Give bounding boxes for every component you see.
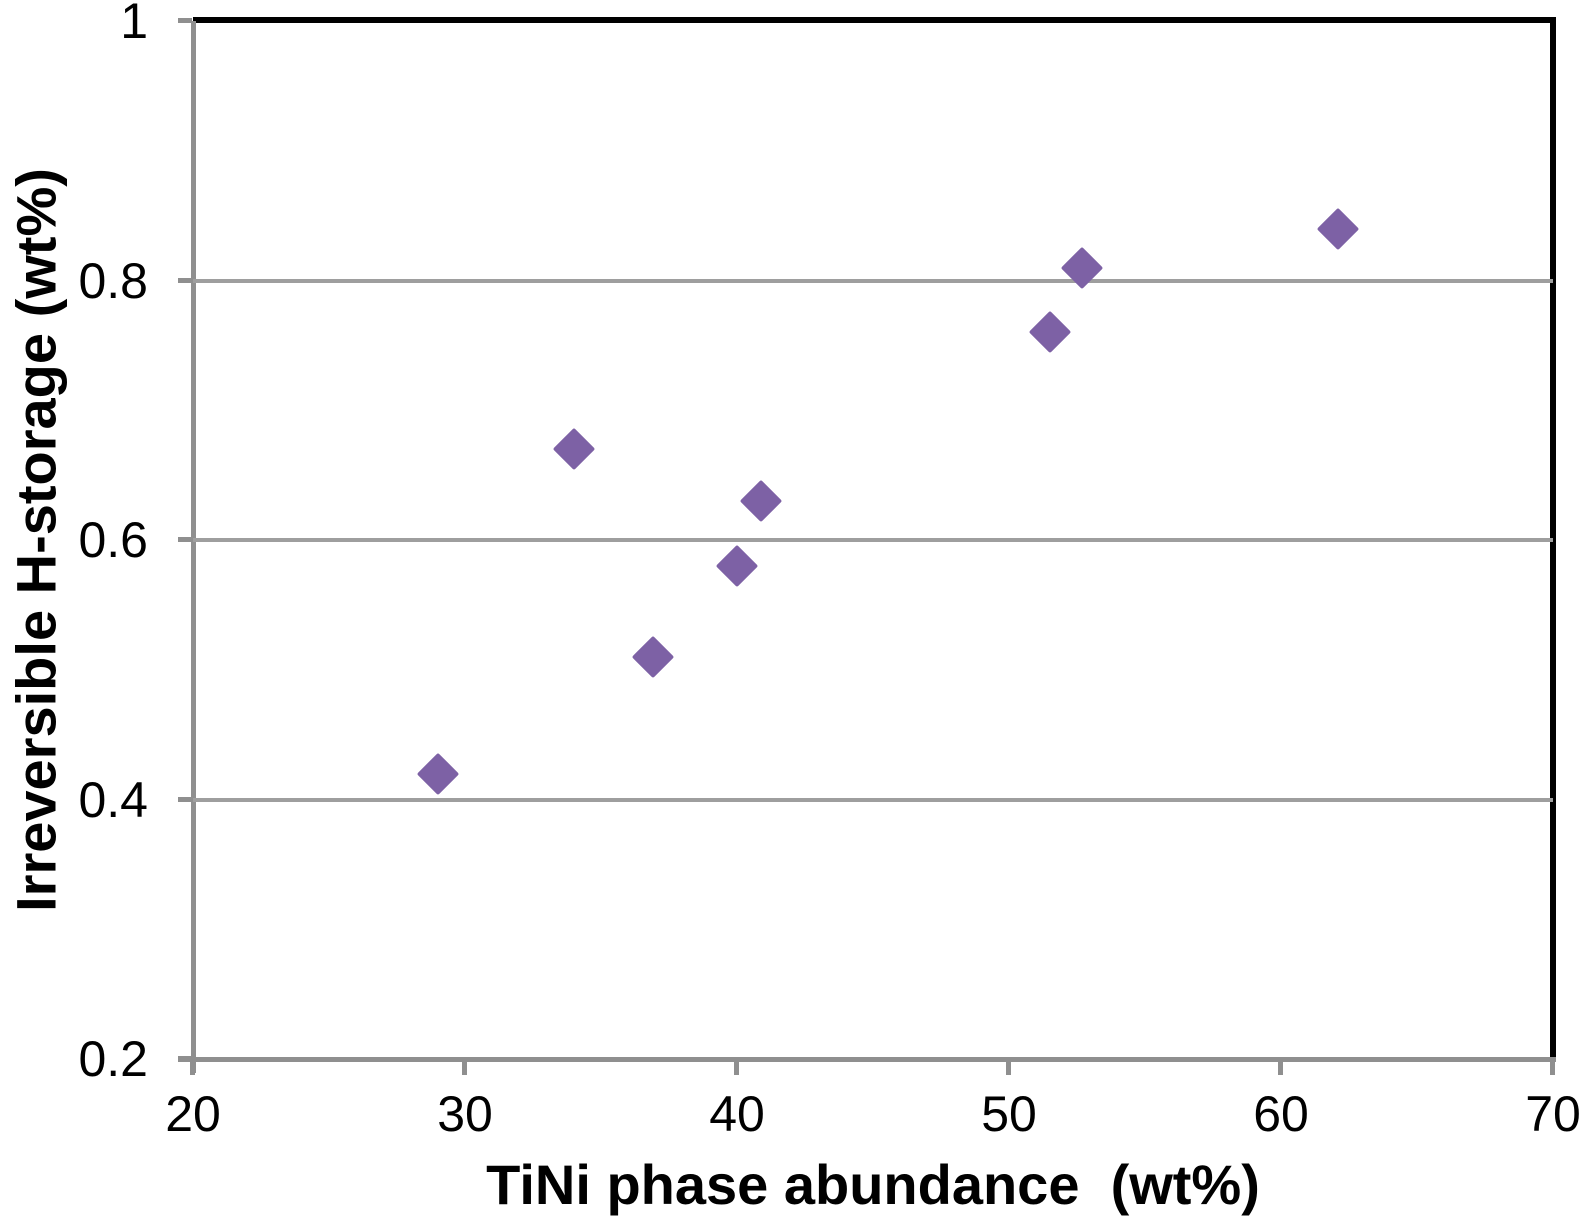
plot-border-top (193, 17, 1556, 23)
y-tick-0.2 (178, 1056, 192, 1061)
y-axis-line (191, 21, 196, 1073)
y-tick-0.4 (178, 796, 192, 802)
y-tick-label: 0.4 (78, 771, 148, 828)
y-tick-label: 1 (120, 0, 148, 49)
x-tick-20 (190, 1061, 195, 1075)
y-tick-label: 0.2 (78, 1031, 148, 1087)
x-tick-30 (462, 1061, 467, 1075)
plot-border-right (1550, 17, 1556, 1060)
x-axis-title: TiNi phase abundance (wt%) (486, 1153, 1260, 1216)
x-tick-label: 20 (165, 1086, 221, 1142)
gridline-y-0.8 (193, 278, 1553, 283)
x-tick-label: 40 (709, 1086, 765, 1142)
x-tick-label: 50 (981, 1086, 1037, 1142)
x-axis-line (178, 1057, 1556, 1062)
y-tick-label: 0.6 (78, 512, 148, 568)
x-tick-60 (1278, 1061, 1283, 1075)
x-tick-label: 60 (1253, 1086, 1309, 1142)
y-tick-0.8 (178, 277, 192, 283)
gridline-y-0.4 (193, 797, 1553, 802)
y-tick-label: 0.8 (78, 252, 148, 309)
x-tick-70 (1550, 1061, 1555, 1075)
x-tick-label: 70 (1525, 1086, 1581, 1142)
y-tick-1 (178, 18, 192, 23)
y-tick-0.6 (178, 537, 192, 542)
x-tick-40 (734, 1061, 739, 1075)
x-tick-50 (1006, 1061, 1011, 1075)
gridline-y-0.6 (193, 538, 1553, 542)
x-tick-label: 30 (437, 1086, 493, 1142)
